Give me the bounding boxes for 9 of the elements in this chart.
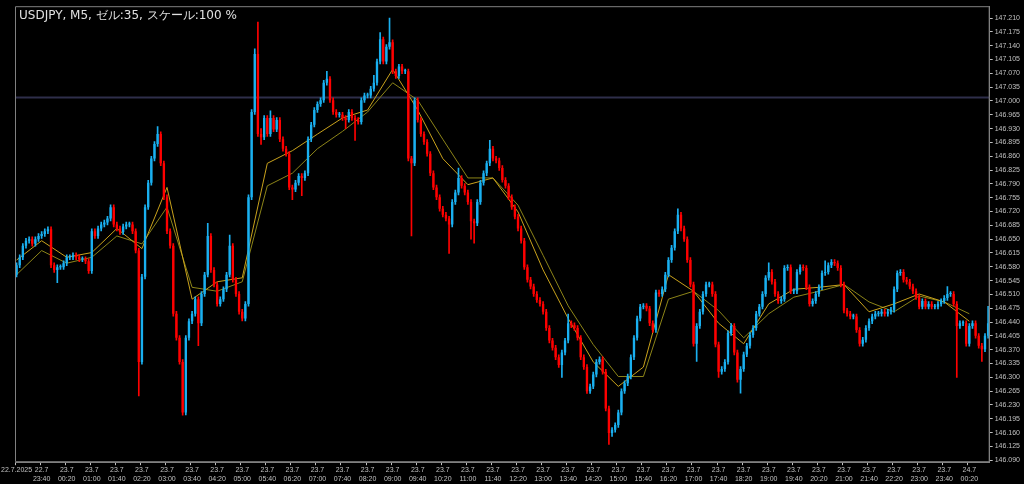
candlestick (34, 236, 37, 247)
candlestick (924, 298, 927, 310)
candlestick (852, 313, 855, 320)
chart-title: USDJPY, M5, ゼル:35, スケール:100 % (19, 8, 237, 23)
candlestick (128, 221, 131, 228)
candlestick (338, 112, 341, 118)
candlestick (877, 311, 880, 317)
candlestick (81, 256, 84, 262)
candlestick (927, 301, 930, 310)
